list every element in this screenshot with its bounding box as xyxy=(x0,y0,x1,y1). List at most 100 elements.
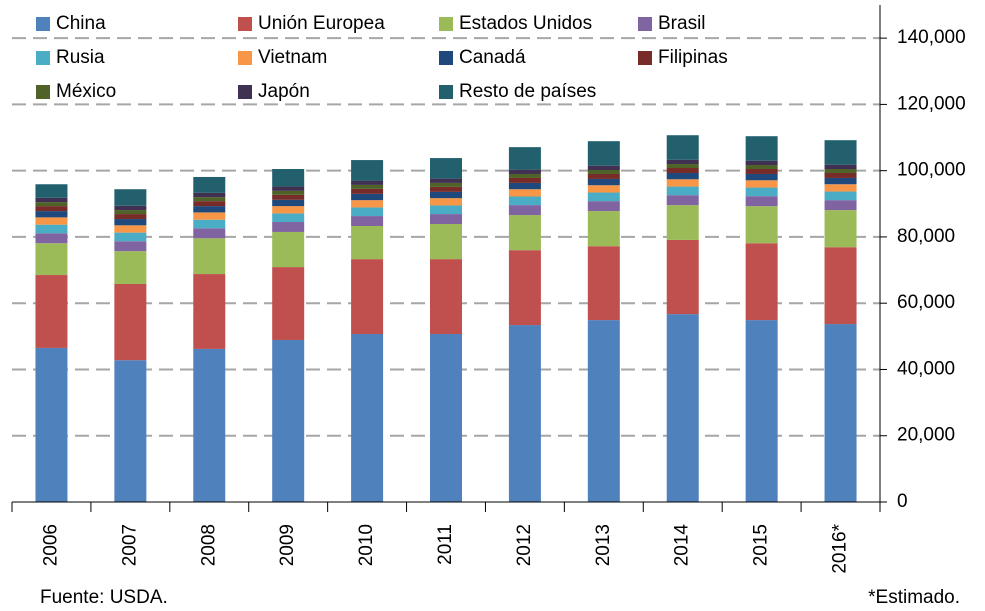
bar-segment xyxy=(35,197,68,203)
bar-segment xyxy=(587,246,620,321)
bar-segment xyxy=(351,184,384,189)
bar-segment xyxy=(351,160,384,181)
bar-segment xyxy=(351,193,384,201)
bar-segment xyxy=(114,189,147,206)
bar-segment xyxy=(430,198,462,206)
bar-segment xyxy=(114,251,147,284)
bar-segment xyxy=(35,211,68,218)
bar-segment xyxy=(351,216,384,226)
bar-segment xyxy=(745,180,778,188)
bar-segment xyxy=(193,197,226,202)
x-tick-label: 2010 xyxy=(356,524,377,566)
bar-segment xyxy=(666,159,699,165)
bar-segment xyxy=(666,186,699,196)
bar-segment xyxy=(193,192,226,198)
bar-segment xyxy=(587,201,620,212)
bar-segment xyxy=(272,222,305,232)
bar-segment xyxy=(587,165,620,171)
bar-segment xyxy=(114,214,147,220)
bar-segment xyxy=(666,314,699,502)
bar-segment xyxy=(430,334,462,502)
bar-segment xyxy=(35,184,68,198)
bar-segment xyxy=(666,195,699,206)
bar-segment xyxy=(193,228,226,239)
bar-segment xyxy=(272,194,305,200)
bar-segment xyxy=(351,188,384,194)
bar-segment xyxy=(666,172,699,180)
bar-segment xyxy=(272,231,305,268)
bar-segment xyxy=(114,225,147,233)
bar-segment xyxy=(430,214,462,225)
bar-segment xyxy=(824,210,857,248)
bar-segment xyxy=(193,206,226,213)
legend-swatch xyxy=(238,51,252,65)
x-tick-label: 2014 xyxy=(672,524,693,567)
bar-segment xyxy=(193,212,226,220)
y-tick-label: 120,000 xyxy=(897,93,966,114)
x-tick-label: 2009 xyxy=(277,524,298,566)
bar-segment xyxy=(272,190,305,195)
bar-segment xyxy=(824,164,857,170)
bar-segment xyxy=(824,184,857,192)
bar-segment xyxy=(587,320,620,502)
bar-segment xyxy=(587,170,620,174)
bar-segment xyxy=(745,169,778,174)
bar-segment xyxy=(824,140,857,165)
bar-segment xyxy=(193,238,226,275)
legend-swatch xyxy=(439,17,453,31)
bar-segment xyxy=(666,179,699,187)
bar-segment xyxy=(351,225,384,260)
bar-segment xyxy=(114,205,147,211)
bar-segment xyxy=(351,180,384,185)
bar-segment xyxy=(430,259,462,335)
bar-segment xyxy=(745,187,778,197)
y-tick-label: 80,000 xyxy=(897,226,955,247)
legend-swatch xyxy=(439,85,453,99)
bar-segment xyxy=(430,224,462,260)
bar-segment xyxy=(508,196,541,206)
bar-segment xyxy=(824,177,857,185)
legend-swatch xyxy=(638,17,652,31)
bar-segment xyxy=(824,247,857,325)
bar-segment xyxy=(508,177,541,183)
bar-segment xyxy=(508,215,541,251)
bar-segment xyxy=(272,169,305,187)
bar-segment xyxy=(35,347,68,502)
x-tick-label: 2013 xyxy=(593,524,614,566)
bar-segment xyxy=(114,241,147,252)
bar-segment xyxy=(508,173,541,178)
bar-segment xyxy=(508,205,541,216)
bar-segment xyxy=(114,232,147,242)
bar-segment xyxy=(666,239,699,315)
bar-segment xyxy=(114,360,147,502)
legend-swatch xyxy=(36,17,50,31)
x-tick-label: 2006 xyxy=(40,524,61,566)
legend-label: México xyxy=(56,81,116,102)
bar-segment xyxy=(824,324,857,502)
bar-segment xyxy=(193,274,226,349)
x-tick-label: 2015 xyxy=(751,524,772,566)
bar-segment xyxy=(351,200,384,208)
bar-segment xyxy=(824,169,857,173)
source-note: Fuente: USDA. xyxy=(40,587,168,608)
legend-label: Filipinas xyxy=(658,47,728,68)
bar-segment xyxy=(508,325,541,502)
bar-segment xyxy=(35,233,68,244)
legend-swatch xyxy=(238,17,252,31)
legend-label: Resto de países xyxy=(459,81,596,102)
legend-label: Rusia xyxy=(56,47,105,68)
bar-segment xyxy=(193,201,226,207)
x-tick-label: 2012 xyxy=(514,524,535,566)
bar-segment xyxy=(272,339,305,502)
bar-segment xyxy=(351,207,384,217)
bar-segment xyxy=(587,178,620,186)
bar-segment xyxy=(193,348,226,502)
bar-segment xyxy=(35,217,68,225)
bar-segment xyxy=(508,169,541,174)
bar-segment xyxy=(824,200,857,211)
bar-segment xyxy=(745,320,778,502)
bar-segment xyxy=(114,283,147,361)
bar-segment xyxy=(745,173,778,181)
bar-segment xyxy=(824,191,857,201)
x-tick-label: 2008 xyxy=(198,524,219,566)
